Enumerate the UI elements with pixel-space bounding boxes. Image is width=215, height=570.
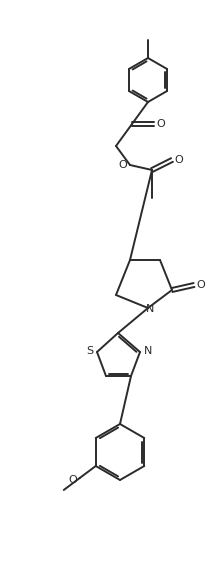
Text: N: N: [146, 304, 154, 314]
Text: O: O: [197, 280, 205, 290]
Text: N: N: [144, 346, 152, 356]
Text: S: S: [86, 346, 94, 356]
Text: O: O: [175, 155, 183, 165]
Text: O: O: [157, 119, 165, 129]
Text: O: O: [68, 475, 77, 485]
Text: O: O: [119, 160, 127, 170]
